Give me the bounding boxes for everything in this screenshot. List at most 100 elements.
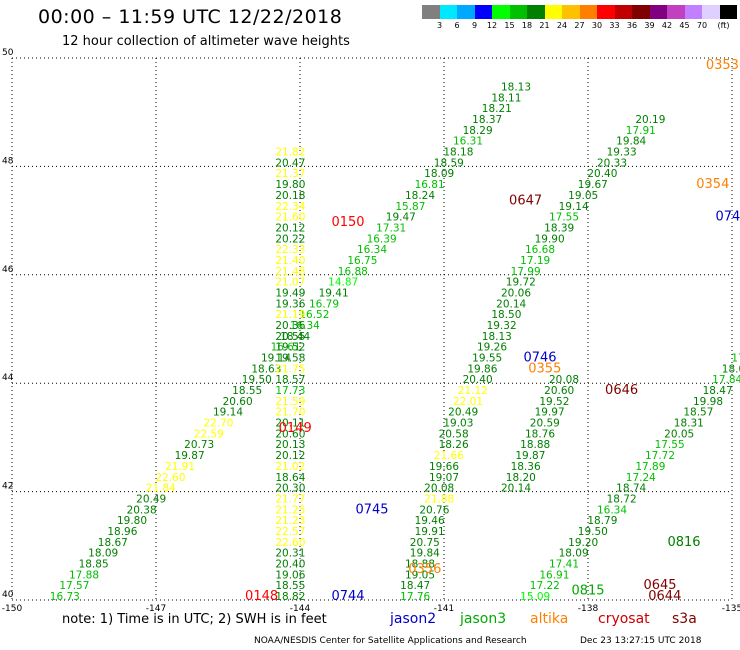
wave-height-value: 19.20 <box>568 537 598 549</box>
wave-height-value: 19.90 <box>535 233 565 245</box>
colorbar-swatch <box>439 5 457 19</box>
wave-height-value: 20.60 <box>223 396 253 408</box>
wave-height-value: 20.47 <box>275 157 305 169</box>
wave-height-value: 19.06 <box>275 569 305 581</box>
wave-height-value: 20.55 <box>275 331 305 343</box>
wave-height-value: 18.85 <box>79 558 109 570</box>
wave-height-value: 19.86 <box>467 363 497 375</box>
pass-time-label: 0745 <box>355 502 388 517</box>
wave-height-value: 17.76 <box>400 591 430 603</box>
lon-tick-label: -144 <box>290 604 311 614</box>
wave-height-value: 21.07 <box>275 277 305 289</box>
wave-height-value: 17.89 <box>635 461 665 473</box>
wave-height-value: 16.79 <box>309 298 339 310</box>
lat-tick-label: 44 <box>2 373 14 383</box>
wave-height-value: 19.50 <box>242 374 272 386</box>
wave-height-value: 18.47 <box>703 385 733 397</box>
lon-tick-label: -138 <box>578 604 599 614</box>
colorbar-label: 30 <box>591 21 603 30</box>
wave-height-value: 20.75 <box>410 537 440 549</box>
wave-height-value: 21.25 <box>275 504 305 516</box>
wave-height-value: 20.18 <box>275 190 305 202</box>
colorbar-swatch <box>527 5 545 19</box>
wave-height-value: 15.87 <box>395 201 425 213</box>
wave-height-value: 18.67 <box>98 537 128 549</box>
wave-height-value: 16.75 <box>347 255 377 267</box>
wave-height-value: 18.63 <box>251 363 281 375</box>
axis-ticks: 50 48 46 44 42 40 -150 -147 -144 -141 -138 -135 <box>2 48 740 614</box>
wave-height-value: 16.88 <box>338 266 368 278</box>
wave-height-value: 17.24 <box>626 472 656 484</box>
wave-height-value: 19.84 <box>616 136 646 148</box>
wave-height-value: 22.57 <box>275 526 305 538</box>
wave-height-value: 16.68 <box>525 244 555 256</box>
wave-height-value: 20.22 <box>275 233 305 245</box>
wave-height-value: 19.46 <box>415 515 445 527</box>
map-title: 00:00 – 11:59 UTC 12/22/2018 <box>38 6 343 28</box>
colorbar-swatch <box>457 5 475 19</box>
wave-height-value: 19.32 <box>487 320 517 332</box>
wave-height-value: 19.05 <box>405 569 435 581</box>
wave-height-value: 19.67 <box>578 179 608 191</box>
map-grid <box>11 57 733 601</box>
wave-height-value: 18.76 <box>525 428 555 440</box>
wave-height-value: 20.40 <box>463 374 493 386</box>
wave-height-value: 18.57 <box>683 407 713 419</box>
wave-height-value: 18.29 <box>463 125 493 137</box>
wave-height-value: 19.49 <box>275 287 305 299</box>
wave-height-value: 21.77 <box>275 493 305 505</box>
wave-height-value: 19.36 <box>275 298 305 310</box>
wave-height-value: 20.73 <box>184 439 214 451</box>
wave-height-value: 18.09 <box>88 548 118 560</box>
wave-height-value: 21.02 <box>275 461 305 473</box>
legend-item-jason2: jason2 <box>390 611 437 627</box>
wave-height-value: 18.13 <box>482 331 512 343</box>
wave-height-value: 19.41 <box>319 287 349 299</box>
lat-tick-label: 42 <box>2 482 13 492</box>
pass-time-label: 0746 <box>523 351 556 366</box>
wave-height-value: 17.99 <box>511 266 541 278</box>
wave-height-value: 19.72 <box>506 277 536 289</box>
satellite-track: 16.7317.5717.8818.8518.0918.6718.9619.80… <box>50 82 531 603</box>
wave-height-value: 16.34 <box>290 320 320 332</box>
wave-height-value: 20.14 <box>496 298 526 310</box>
wave-height-value: 22.34 <box>275 201 305 213</box>
wave-height-value: 21.19 <box>275 309 305 321</box>
colorbar-label: 3 <box>436 21 443 30</box>
colorbar-label: 6 <box>454 21 460 30</box>
colorbar-label: 42 <box>661 21 673 30</box>
wave-height-value: 20.40 <box>587 168 617 180</box>
wave-height-value: 22.01 <box>453 396 483 408</box>
colorbar-swatch <box>632 5 650 19</box>
lat-tick-label: 46 <box>2 265 14 275</box>
wave-height-value: 21.12 <box>458 385 488 397</box>
wave-height-value: 14.87 <box>328 277 358 289</box>
wave-height-value: 19.14 <box>559 201 589 213</box>
wave-height-value: 21.82 <box>275 147 305 159</box>
wave-height-value: 18.72 <box>607 493 637 505</box>
colorbar-swatch <box>544 5 562 19</box>
wave-height-value: 16.81 <box>415 179 445 191</box>
lon-tick-label: -147 <box>146 604 166 614</box>
pass-time-label: 0816 <box>667 535 700 550</box>
wave-height-value: 18.13 <box>501 82 531 94</box>
legend-item-s3a: s3a <box>672 611 697 627</box>
wave-height-value: 18.55 <box>275 580 305 592</box>
footnote: note: 1) Time is in UTC; 2) SWH is in fe… <box>62 612 327 627</box>
colorbar-swatch <box>597 5 615 19</box>
lon-tick-label: -135 <box>722 604 740 614</box>
wave-height-value: 22.60 <box>275 537 305 549</box>
colorbar-swatch <box>474 5 492 19</box>
wave-height-value: 16.52 <box>299 309 329 321</box>
colorbar-label: 39 <box>644 21 655 30</box>
colorbar-swatch <box>509 5 527 19</box>
satellite-tracks: 16.7317.5717.8818.8518.0918.6718.9619.80… <box>50 82 740 603</box>
wave-height-value: 20.06 <box>501 287 531 299</box>
pass-time-label: 0647 <box>509 193 542 208</box>
satellite-track: 20.1418.2018.3619.8718.8818.7620.5919.97… <box>501 374 579 494</box>
wave-height-value: 20.38 <box>127 504 157 516</box>
colorbar-swatch <box>649 5 667 19</box>
wave-height-value: 19.03 <box>443 418 473 430</box>
wave-height-value: 15.09 <box>520 591 550 603</box>
wave-height-value: 18.37 <box>472 114 502 126</box>
